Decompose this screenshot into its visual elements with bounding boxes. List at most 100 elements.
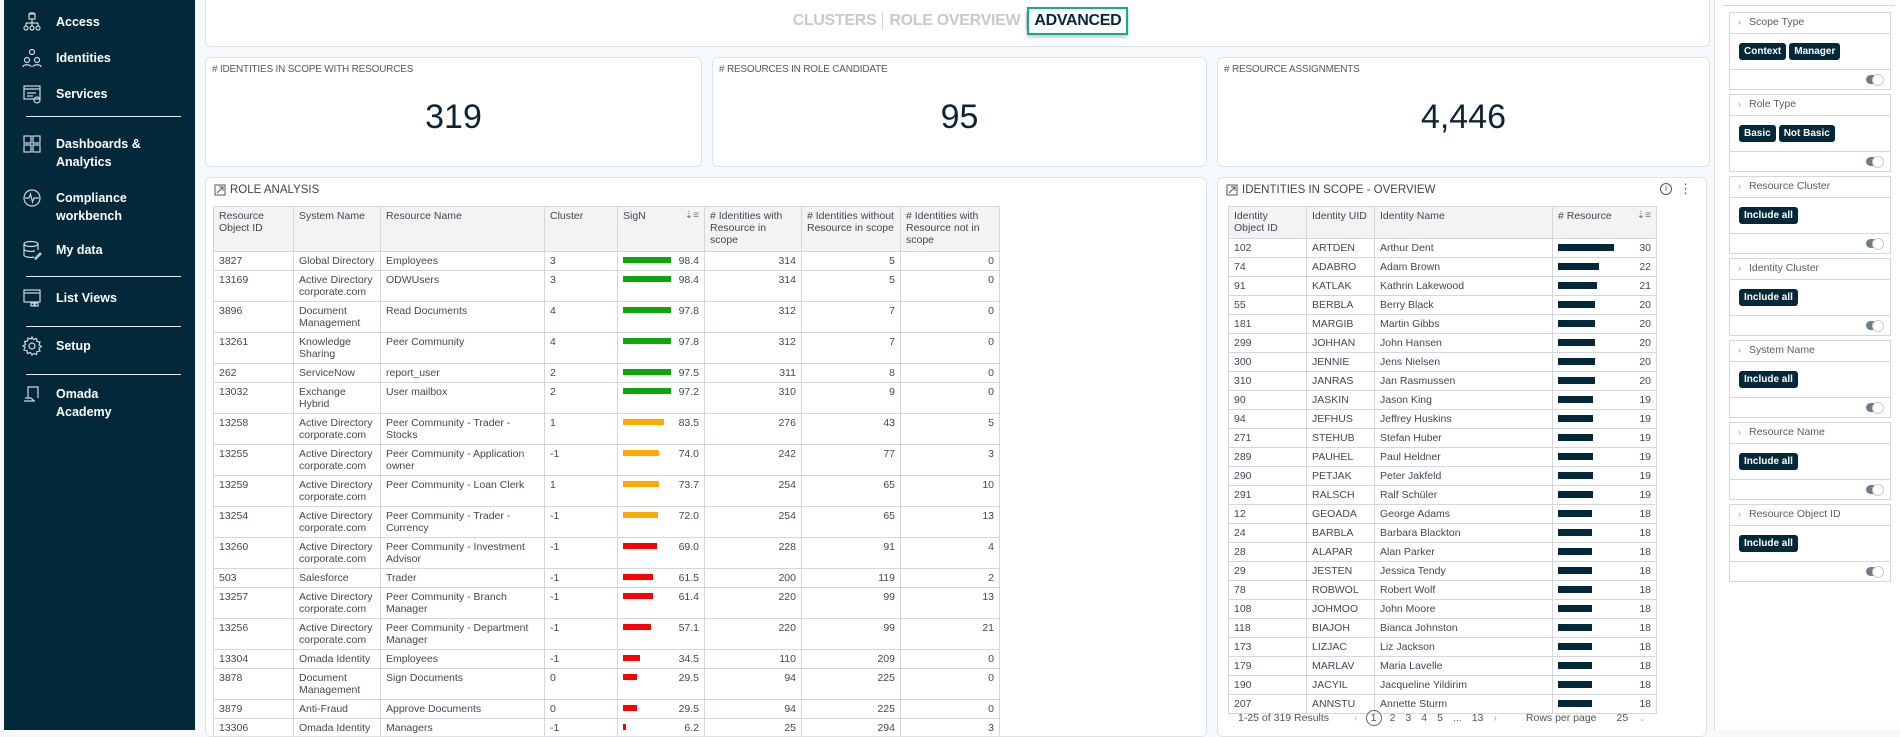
sidebar-item-setup[interactable]: Setup	[22, 336, 192, 356]
filter-chip[interactable]: Basic	[1739, 125, 1776, 142]
column-header[interactable]: ⇣≡# Resource	[1553, 207, 1657, 239]
column-header[interactable]: ⇣≡SigN	[618, 207, 705, 252]
filter-chip[interactable]: Context	[1739, 43, 1786, 60]
tab-clusters[interactable]: CLUSTERS	[787, 12, 883, 30]
filter-toggle[interactable]	[1866, 485, 1883, 494]
filter-toggle[interactable]	[1866, 239, 1883, 248]
rows-per-page-select[interactable]: 25 ⌄	[1617, 712, 1646, 724]
sidebar-item-identities[interactable]: Identities	[22, 48, 192, 68]
column-header[interactable]: # Identities with Resource not in scope	[901, 207, 1000, 252]
filter-header[interactable]: ›Role Type	[1730, 95, 1890, 116]
info-icon[interactable]: i	[1660, 183, 1672, 195]
column-header[interactable]: Resource Name	[381, 207, 545, 252]
column-header[interactable]: Identity Name	[1375, 207, 1553, 239]
column-header[interactable]: System Name	[294, 207, 381, 252]
column-header[interactable]: Identity Object ID	[1229, 207, 1307, 239]
page-5-button[interactable]: 5	[1437, 712, 1443, 724]
column-header[interactable]: # Identities without Resource in scope	[802, 207, 901, 252]
more-options-icon[interactable]: ⋮	[1679, 181, 1692, 197]
filter-chip[interactable]: Include all	[1739, 289, 1798, 306]
sidebar-item-dashboards-analytics[interactable]: Dashboards & Analytics	[22, 134, 192, 171]
filter-header[interactable]: ›Resource Cluster	[1730, 177, 1890, 198]
filter-chip[interactable]: Include all	[1739, 207, 1798, 224]
column-header[interactable]: Identity UID	[1307, 207, 1375, 239]
tab-advanced[interactable]: ADVANCED	[1027, 7, 1128, 35]
column-header[interactable]: Resource Object ID	[214, 207, 294, 252]
filter-chip[interactable]: Include all	[1739, 535, 1798, 552]
next-page-button[interactable]: ›	[1493, 712, 1497, 724]
filter-toggle[interactable]	[1866, 403, 1883, 412]
filter-header[interactable]: ›System Name	[1730, 341, 1890, 362]
prev-page-button[interactable]: ‹	[1354, 712, 1358, 724]
filter-header[interactable]: ›Resource Object ID	[1730, 505, 1890, 526]
filter-toggle[interactable]	[1866, 75, 1883, 84]
filter-toggle[interactable]	[1866, 567, 1883, 576]
page-2-button[interactable]: 2	[1390, 712, 1396, 724]
tab-role-overview[interactable]: ROLE OVERVIEW	[883, 12, 1026, 30]
filter-chip[interactable]: Include all	[1739, 371, 1798, 388]
sidebar-item-access[interactable]: Access	[22, 12, 192, 32]
column-header[interactable]: Cluster	[545, 207, 618, 252]
filter-chip[interactable]: Not Basic	[1779, 125, 1835, 142]
filter-header[interactable]: ›Scope Type	[1730, 13, 1890, 34]
page-1-button[interactable]: 1	[1366, 710, 1382, 726]
filter-header[interactable]: ›Resource Name	[1730, 423, 1890, 444]
filter-toggle[interactable]	[1866, 321, 1883, 330]
sort-icon[interactable]: ⇣≡	[1637, 210, 1651, 222]
sidebar-item-my-data[interactable]: My data	[22, 240, 192, 260]
sort-icon[interactable]: ⇣≡	[685, 210, 699, 222]
column-header[interactable]: # Identities with Resource in scope	[705, 207, 802, 252]
filter-chip[interactable]: Manager	[1789, 43, 1840, 60]
filter-header[interactable]: ›Identity Cluster	[1730, 259, 1890, 280]
filter-toggle[interactable]	[1866, 157, 1883, 166]
expand-icon[interactable]	[1226, 184, 1238, 196]
sidebar-item-list-views[interactable]: List Views	[22, 288, 192, 308]
page-13-button[interactable]: 13	[1472, 712, 1484, 724]
expand-icon[interactable]	[214, 184, 226, 196]
filter-chip[interactable]: Include all	[1739, 453, 1798, 470]
sidebar-item-compliance-workbench[interactable]: Compliance workbench	[22, 188, 192, 225]
page-3-button[interactable]: 3	[1405, 712, 1411, 724]
sidebar-item-services[interactable]: Services	[22, 84, 192, 104]
page-4-button[interactable]: 4	[1421, 712, 1427, 724]
